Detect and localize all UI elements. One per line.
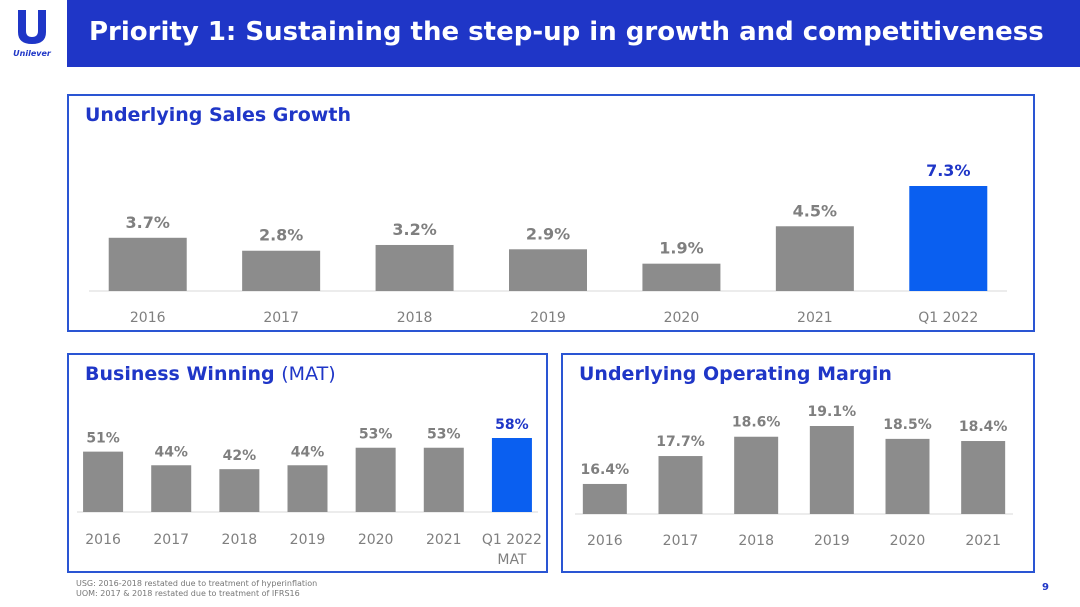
footnotes: USG: 2016-2018 restated due to treatment… — [76, 579, 317, 599]
usg-bar — [375, 244, 454, 291]
uom-panel: Underlying Operating Margin 16.4% 2016 17.… — [561, 353, 1035, 573]
usg-panel-title: Underlying Sales Growth — [85, 104, 351, 126]
uom-panel-title: Underlying Operating Margin — [579, 363, 892, 385]
usg-bar — [909, 186, 988, 291]
bw-panel-title: Business Winning (MAT) — [85, 363, 336, 385]
usg-chart: 3.7% 2016 2.8% 2017 3.2% 2018 2.9% 2019 1.9% 2020… — [89, 161, 1007, 326]
uom-bar — [734, 436, 779, 514]
usg-tick-label: Q1 2022 — [918, 310, 978, 326]
usg-data-label: 3.2% — [392, 220, 436, 239]
bw-bar — [355, 447, 396, 512]
footnote-uom: UOM: 2017 & 2018 restated due to treatme… — [76, 589, 300, 598]
bw-data-label: 53% — [359, 427, 393, 443]
usg-data-label: 3.7% — [126, 213, 170, 232]
uom-data-label: 18.5% — [883, 417, 932, 433]
uom-tick-label: 2021 — [965, 533, 1001, 549]
bw-bar — [423, 447, 464, 512]
bw-bar — [287, 465, 328, 512]
usg-bar — [642, 263, 721, 291]
uom-tick-label: 2017 — [663, 533, 699, 549]
usg-tick-label: 2018 — [397, 310, 433, 326]
page-title: Priority 1: Sustaining the step-up in gr… — [89, 17, 1044, 47]
usg-bar — [509, 249, 587, 291]
logo-area: Unilever — [0, 0, 64, 67]
bw-title-main: Business Winning — [85, 363, 275, 385]
bw-data-label: 51% — [86, 431, 120, 447]
uom-bar — [658, 456, 703, 514]
usg-data-label: 1.9% — [659, 239, 703, 258]
bw-data-label: 44% — [291, 444, 325, 460]
bw-tick-label: 2020 — [358, 532, 394, 548]
bw-tick-label: 2018 — [222, 532, 258, 548]
bw-data-label: 58% — [495, 417, 529, 433]
usg-data-label: 2.8% — [259, 226, 303, 245]
bw-data-label: 53% — [427, 427, 461, 443]
uom-tick-label: 2020 — [890, 533, 926, 549]
bw-bar — [151, 465, 192, 512]
uom-data-label: 17.7% — [656, 434, 705, 450]
bw-tick-sublabel: MAT — [497, 552, 527, 568]
usg-tick-label: 2019 — [530, 310, 566, 326]
usg-tick-label: 2016 — [130, 310, 166, 326]
bw-tick-label: 2019 — [290, 532, 326, 548]
uom-bar — [885, 438, 930, 514]
usg-data-label: 2.9% — [526, 224, 570, 243]
bw-tick-label: Q1 2022 — [482, 532, 542, 548]
usg-tick-label: 2017 — [263, 310, 299, 326]
bw-data-label: 44% — [154, 444, 188, 460]
bw-panel: Business Winning (MAT) 51% 2016 44% 2017 42%… — [67, 353, 548, 573]
footnote-usg: USG: 2016-2018 restated due to treatment… — [76, 579, 318, 588]
usg-bar — [242, 250, 321, 291]
uom-chart: 16.4% 2016 17.7% 2017 18.6% 2018 19.1% 2019 18.5… — [575, 404, 1013, 549]
bw-bar — [219, 469, 260, 512]
uom-data-label: 16.4% — [581, 462, 630, 478]
usg-tick-label: 2021 — [797, 310, 833, 326]
bw-data-label: 42% — [223, 448, 257, 464]
logo-text: Unilever — [13, 49, 52, 58]
usg-tick-label: 2020 — [664, 310, 700, 326]
bw-tick-label: 2017 — [153, 532, 189, 548]
usg-bar — [108, 237, 187, 291]
uom-tick-label: 2019 — [814, 533, 850, 549]
uom-data-label: 18.4% — [959, 419, 1008, 435]
page-number: 9 — [1042, 582, 1049, 593]
uom-bar — [809, 426, 854, 514]
uom-data-label: 18.6% — [732, 415, 781, 431]
bw-chart: 51% 2016 44% 2017 42% 2018 44% 2019 53% 2020 53% 20… — [77, 417, 542, 568]
unilever-logo-icon: Unilever — [13, 10, 52, 58]
usg-panel: Underlying Sales Growth 3.7% 2016 2.8% 2017… — [67, 94, 1035, 332]
usg-bar — [775, 226, 854, 291]
uom-data-label: 19.1% — [808, 404, 857, 420]
bw-title-suffix: (MAT) — [281, 363, 336, 385]
title-bar: Priority 1: Sustaining the step-up in gr… — [67, 0, 1080, 67]
uom-bar — [961, 441, 1006, 514]
uom-tick-label: 2016 — [587, 533, 623, 549]
uom-tick-label: 2018 — [738, 533, 774, 549]
bw-bar — [491, 438, 532, 512]
uom-bar — [582, 483, 627, 514]
bw-tick-label: 2016 — [85, 532, 121, 548]
bw-tick-label: 2021 — [426, 532, 462, 548]
usg-data-label: 7.3% — [926, 161, 970, 180]
bw-bar — [83, 451, 124, 512]
usg-data-label: 4.5% — [793, 201, 837, 220]
